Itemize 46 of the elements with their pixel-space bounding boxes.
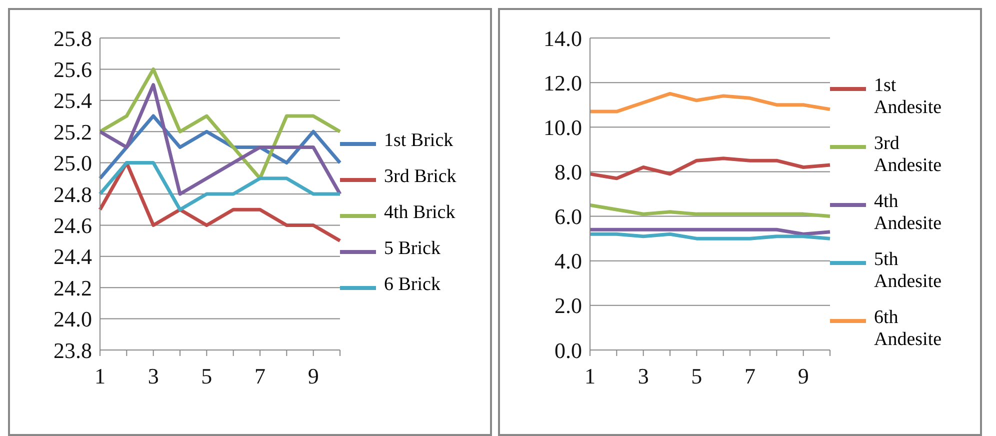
y-tick-label: 24.4 xyxy=(54,244,92,270)
line-series xyxy=(98,83,342,196)
legend-label: 3rd Brick xyxy=(384,166,458,188)
x-tick-label: 9 xyxy=(798,364,809,389)
legend-label: 4th Brick xyxy=(384,202,456,224)
legend-label: 5th Andesite xyxy=(874,249,943,293)
line-series xyxy=(588,156,832,180)
y-tick-label: 24.2 xyxy=(54,275,92,300)
y-tick-label: 0.0 xyxy=(554,338,582,363)
y-tick-label: 25.4 xyxy=(54,88,92,114)
y-tick-label: 24.0 xyxy=(54,306,92,332)
y-tick-label: 10.0 xyxy=(544,114,582,140)
legend-label: 5 Brick xyxy=(384,238,442,260)
line-series xyxy=(98,67,342,180)
y-tick-label: 25.8 xyxy=(54,26,92,51)
x-tick-label: 7 xyxy=(744,364,756,389)
y-tick-label: 12.0 xyxy=(544,70,582,96)
x-tick-label: 1 xyxy=(584,364,596,389)
y-tick-label: 25.2 xyxy=(54,119,92,144)
y-tick-label: 25.0 xyxy=(54,150,92,176)
x-tick-label: 5 xyxy=(201,364,212,389)
y-tick-label: 6.0 xyxy=(554,204,582,230)
y-tick-label: 4.0 xyxy=(554,248,582,274)
y-tick-label: 2.0 xyxy=(554,293,582,318)
x-tick-label: 7 xyxy=(254,364,266,389)
y-tick-label: 23.8 xyxy=(54,338,92,363)
x-tick-label: 3 xyxy=(638,364,649,389)
line-series xyxy=(98,161,342,212)
legend-label: 1st Andesite xyxy=(874,75,943,119)
x-tick-label: 1 xyxy=(94,364,106,389)
y-tick-label: 24.8 xyxy=(54,182,92,207)
line-series xyxy=(98,161,342,243)
legend-label: 6th Andesite xyxy=(874,307,943,351)
x-tick-label: 9 xyxy=(308,364,319,389)
legend-label: 4th Andesite xyxy=(874,191,943,235)
legend-label: 6 Brick xyxy=(384,274,442,296)
line-series xyxy=(588,92,832,114)
y-tick-label: 14.0 xyxy=(544,26,582,51)
y-tick-label: 24.6 xyxy=(54,213,92,238)
x-tick-label: 5 xyxy=(691,364,702,389)
y-tick-label: 8.0 xyxy=(554,160,582,185)
y-tick-label: 25.6 xyxy=(54,57,92,82)
legend-label: 1st Brick xyxy=(384,130,454,152)
line-series xyxy=(588,203,832,218)
legend-label: 3rd Andesite xyxy=(874,133,943,177)
x-tick-label: 3 xyxy=(148,364,159,389)
